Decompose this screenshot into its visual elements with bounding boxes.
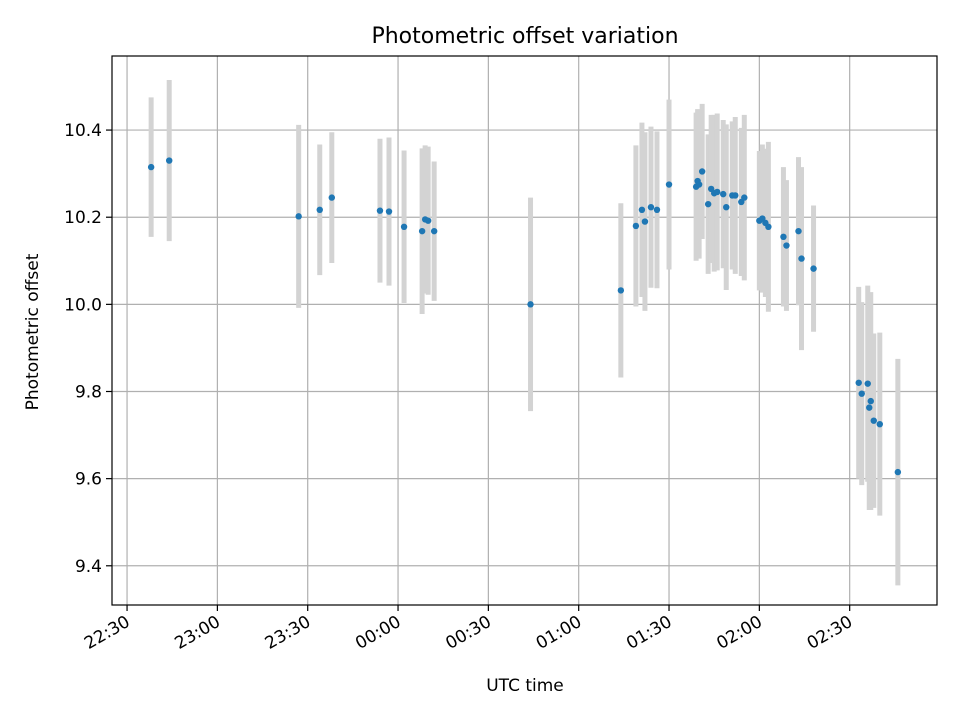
y-tick-label: 9.8 bbox=[75, 383, 102, 403]
data-point bbox=[638, 206, 646, 214]
data-point bbox=[714, 188, 721, 196]
y-axis-ticks: 9.4 9.6 9.8 10.0 10.2 10.4 bbox=[64, 121, 112, 577]
data-point bbox=[855, 379, 862, 386]
y-tick-label: 10.2 bbox=[64, 208, 102, 228]
y-tick-label: 10.0 bbox=[64, 295, 102, 315]
data-point bbox=[147, 163, 155, 171]
y-tick-label: 10.4 bbox=[64, 121, 102, 141]
data-point bbox=[723, 203, 730, 211]
data-point bbox=[783, 242, 790, 249]
data-point bbox=[698, 168, 706, 175]
data-point bbox=[430, 227, 438, 235]
data-points bbox=[147, 157, 902, 476]
data-point bbox=[720, 190, 727, 198]
data-point bbox=[418, 227, 426, 235]
data-point bbox=[704, 200, 712, 208]
data-point bbox=[741, 194, 748, 201]
y-tick-label: 9.6 bbox=[75, 470, 102, 490]
y-tick-label: 9.4 bbox=[75, 557, 102, 577]
data-point bbox=[617, 287, 625, 294]
data-point bbox=[810, 265, 817, 272]
data-point bbox=[858, 390, 865, 397]
data-point bbox=[867, 397, 874, 405]
data-point bbox=[894, 468, 902, 476]
data-point bbox=[527, 301, 534, 308]
data-point bbox=[665, 181, 673, 188]
data-point bbox=[424, 217, 432, 224]
data-point bbox=[316, 206, 323, 214]
data-point bbox=[695, 181, 703, 188]
data-point bbox=[864, 380, 871, 387]
data-point bbox=[328, 194, 335, 201]
data-point bbox=[866, 404, 873, 411]
x-axis-label: UTC time bbox=[486, 676, 564, 696]
data-point bbox=[765, 223, 772, 230]
data-point bbox=[780, 233, 787, 241]
data-point bbox=[632, 222, 640, 230]
data-point bbox=[166, 157, 173, 164]
data-point bbox=[795, 227, 802, 235]
data-point bbox=[798, 255, 805, 262]
data-point bbox=[385, 208, 393, 215]
data-point bbox=[647, 203, 655, 211]
data-point bbox=[295, 213, 302, 220]
data-point bbox=[400, 223, 408, 230]
data-point bbox=[641, 218, 649, 225]
data-point bbox=[870, 417, 877, 424]
data-point bbox=[732, 192, 739, 199]
chart-title: Photometric offset variation bbox=[371, 24, 678, 49]
data-point bbox=[876, 420, 883, 428]
plot-frame bbox=[111, 55, 938, 606]
y-axis-label: Photometric offset bbox=[23, 253, 43, 410]
data-point bbox=[653, 206, 661, 214]
data-point bbox=[376, 207, 384, 214]
